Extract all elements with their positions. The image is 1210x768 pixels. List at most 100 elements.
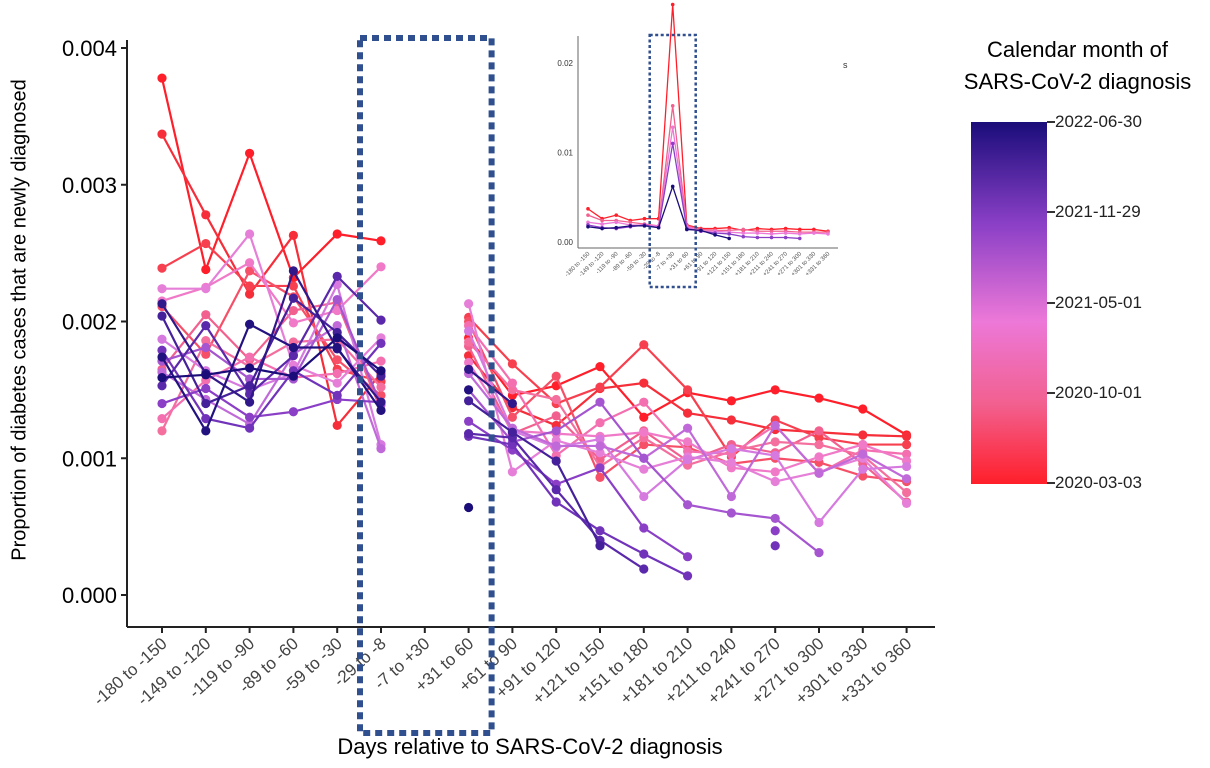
series-line	[157, 271, 649, 574]
data-point	[376, 405, 386, 415]
y-tick-label: 0.004	[62, 36, 117, 61]
inset-data-point	[727, 236, 731, 241]
data-point	[332, 229, 342, 239]
inset-data-point	[614, 225, 619, 230]
inset-data-point	[727, 225, 731, 230]
data-point	[157, 263, 167, 273]
inset-data-point	[812, 231, 816, 235]
inset-data-point	[670, 141, 675, 146]
data-point	[464, 416, 474, 426]
data-point	[201, 426, 211, 436]
data-point	[288, 351, 298, 361]
data-point	[245, 352, 255, 362]
data-point	[376, 397, 386, 407]
inset-data-point	[586, 207, 590, 211]
data-point	[726, 457, 737, 467]
legend-label: 2022-06-30	[1055, 112, 1142, 131]
data-point	[464, 351, 474, 361]
data-point	[902, 461, 912, 472]
data-point	[245, 258, 255, 268]
data-point	[288, 371, 298, 381]
data-point	[858, 430, 868, 440]
series-segment	[467, 420, 689, 558]
legend-color-bar	[971, 122, 1047, 484]
inset-series-line	[586, 125, 830, 236]
data-point	[376, 382, 386, 392]
series-segment	[161, 342, 382, 430]
data-point	[639, 464, 649, 474]
y-tick-label: 0.001	[62, 446, 117, 471]
data-point	[595, 448, 605, 458]
data-point	[288, 318, 298, 328]
series-segment	[160, 77, 382, 280]
data-point	[332, 420, 342, 431]
data-point	[201, 264, 211, 275]
inset-data-point	[670, 104, 675, 108]
data-point	[464, 429, 474, 439]
series-segment	[161, 323, 383, 450]
inset-data-point	[656, 225, 661, 230]
data-point	[858, 471, 868, 481]
data-point	[726, 444, 737, 454]
data-point	[288, 281, 298, 291]
data-point	[332, 295, 342, 305]
data-point	[595, 441, 605, 451]
y-tick-label: 0.002	[62, 310, 117, 335]
data-point	[245, 266, 255, 276]
data-point	[288, 407, 298, 417]
data-point	[814, 393, 824, 403]
data-point	[201, 398, 211, 409]
inset-data-point	[642, 216, 647, 221]
y-tick-label: 0.003	[62, 173, 117, 198]
data-point	[201, 370, 211, 380]
inset-y-tick-label: 0.02	[557, 59, 573, 68]
series-segment	[161, 297, 383, 406]
data-point	[245, 281, 255, 291]
data-point	[157, 381, 167, 391]
inset-data-point	[600, 226, 604, 231]
data-point	[332, 333, 342, 343]
data-point	[245, 412, 255, 422]
data-point	[288, 305, 298, 316]
data-point	[332, 321, 342, 331]
data-point	[639, 549, 649, 559]
inset-data-point	[670, 2, 675, 7]
data-point	[639, 523, 649, 533]
data-point	[726, 508, 737, 518]
data-point	[683, 552, 693, 562]
y-axis-title: Proportion of diabetes cases that are ne…	[8, 79, 31, 561]
data-point	[201, 336, 211, 346]
data-point	[683, 385, 693, 395]
data-point	[902, 498, 912, 508]
data-point	[551, 456, 561, 466]
data-point	[157, 284, 167, 294]
legend-tick	[1047, 121, 1055, 123]
data-point	[639, 412, 649, 422]
data-point	[683, 455, 693, 465]
inset-data-point	[769, 229, 774, 234]
data-point	[770, 450, 780, 461]
data-point	[332, 390, 342, 400]
data-point	[376, 315, 386, 325]
main-series-group	[157, 73, 912, 581]
data-point	[201, 342, 211, 353]
data-point	[464, 502, 474, 513]
legend-tick	[1047, 392, 1055, 394]
inset-data-point	[699, 228, 703, 233]
data-point	[902, 449, 912, 459]
inset-data-point	[741, 234, 746, 239]
series-line	[157, 319, 474, 436]
inset-data-point	[783, 231, 788, 235]
data-point	[157, 372, 167, 383]
legend-tick	[1047, 211, 1055, 213]
data-point	[157, 426, 167, 436]
data-point	[770, 513, 780, 524]
data-point	[157, 311, 167, 321]
inset-series-segment	[587, 143, 800, 240]
data-point	[245, 319, 255, 329]
data-point	[770, 437, 780, 447]
series-segment	[161, 281, 383, 445]
data-point	[245, 289, 255, 299]
data-point	[639, 340, 649, 350]
